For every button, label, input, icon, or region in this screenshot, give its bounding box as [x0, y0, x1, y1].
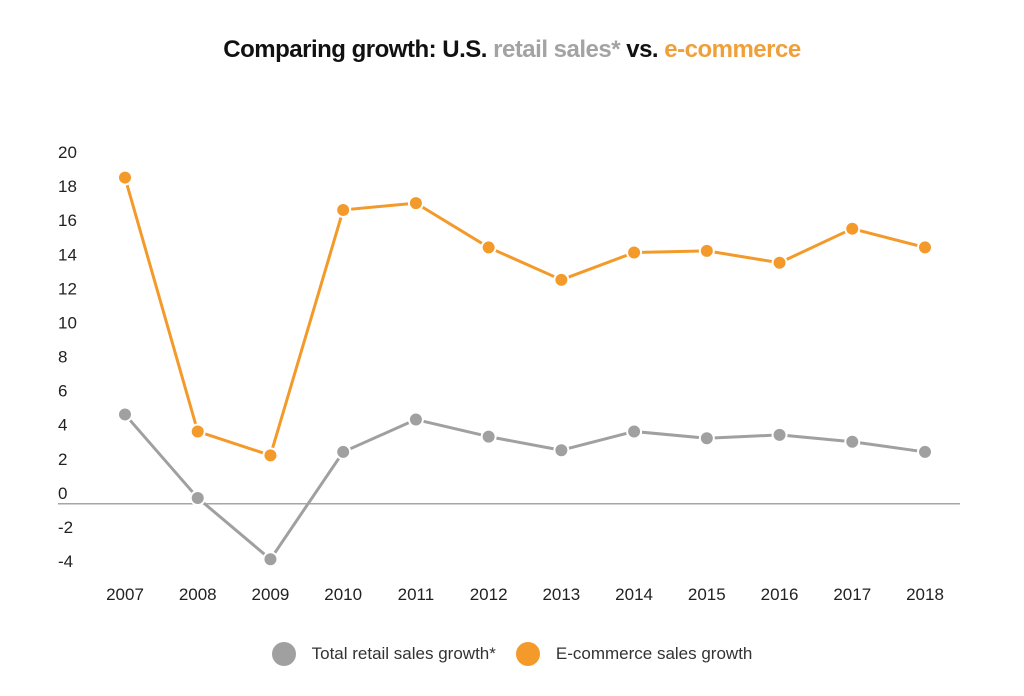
legend-item: E-commerce sales growth: [515, 642, 753, 666]
y-tick-label: 10: [58, 313, 77, 332]
data-point: [407, 411, 424, 428]
x-tick-label: 2012: [470, 585, 508, 604]
y-tick-label: 16: [58, 211, 77, 230]
data-point: [189, 489, 206, 506]
data-point: [771, 426, 788, 443]
y-tick-label: 18: [58, 177, 77, 196]
data-point: [480, 239, 497, 256]
data-point: [626, 423, 643, 440]
data-point: [189, 423, 206, 440]
x-tick-label: 2015: [688, 585, 726, 604]
x-tick-label: 2017: [833, 585, 871, 604]
series-line-0: [123, 413, 926, 561]
x-tick-label: 2016: [761, 585, 799, 604]
data-point: [698, 242, 715, 259]
x-tick-label: 2010: [324, 585, 362, 604]
y-tick-label: 6: [58, 382, 67, 401]
legend: Total retail sales growth* E-commerce sal…: [0, 642, 1024, 666]
title-part: Comparing growth: U.S.: [223, 36, 494, 63]
y-tick-label: 14: [58, 245, 77, 264]
x-tick-label: 2014: [615, 585, 653, 604]
data-point: [262, 551, 279, 568]
y-tick-label: 4: [58, 416, 67, 435]
x-tick-label: 2018: [906, 585, 944, 604]
chart-title: Comparing growth: U.S. retail sales* vs.…: [0, 36, 1024, 64]
y-tick-label: -4: [58, 552, 73, 571]
x-tick-label: 2007: [106, 585, 144, 604]
data-point: [335, 443, 352, 460]
x-tick-label: 2009: [252, 585, 290, 604]
y-tick-label: 20: [58, 143, 77, 162]
data-point: [698, 430, 715, 447]
series-line-1: [123, 177, 926, 457]
y-tick-label: 2: [58, 450, 67, 469]
title-part: e-commerce: [664, 36, 801, 63]
data-point: [480, 428, 497, 445]
data-point: [626, 244, 643, 261]
data-point: [771, 254, 788, 271]
data-point: [844, 220, 861, 237]
data-point: [553, 442, 570, 459]
x-tick-label: 2011: [398, 585, 435, 604]
data-point: [407, 195, 424, 212]
y-tick-label: 12: [58, 279, 77, 298]
legend-marker: [515, 642, 540, 666]
y-tick-label: -2: [58, 518, 73, 537]
y-tick-label: 8: [58, 348, 67, 367]
data-point: [917, 443, 933, 460]
title-part: vs.: [620, 36, 665, 63]
legend-label: E-commerce sales growth: [555, 644, 753, 663]
x-tick-label: 2013: [542, 585, 580, 604]
legend-label: Total retail sales growth*: [311, 644, 496, 663]
data-point: [553, 271, 570, 288]
data-point: [917, 239, 933, 256]
x-tick-label: 2008: [179, 585, 217, 604]
y-tick-label: 0: [58, 484, 67, 503]
title-part: retail sales*: [493, 36, 621, 63]
legend-item: Total retail sales growth*: [271, 642, 496, 666]
data-point: [335, 201, 352, 218]
data-point: [117, 169, 133, 186]
legend-marker: [271, 642, 296, 666]
data-point: [844, 433, 861, 450]
data-point: [262, 447, 279, 464]
data-point: [117, 406, 133, 423]
